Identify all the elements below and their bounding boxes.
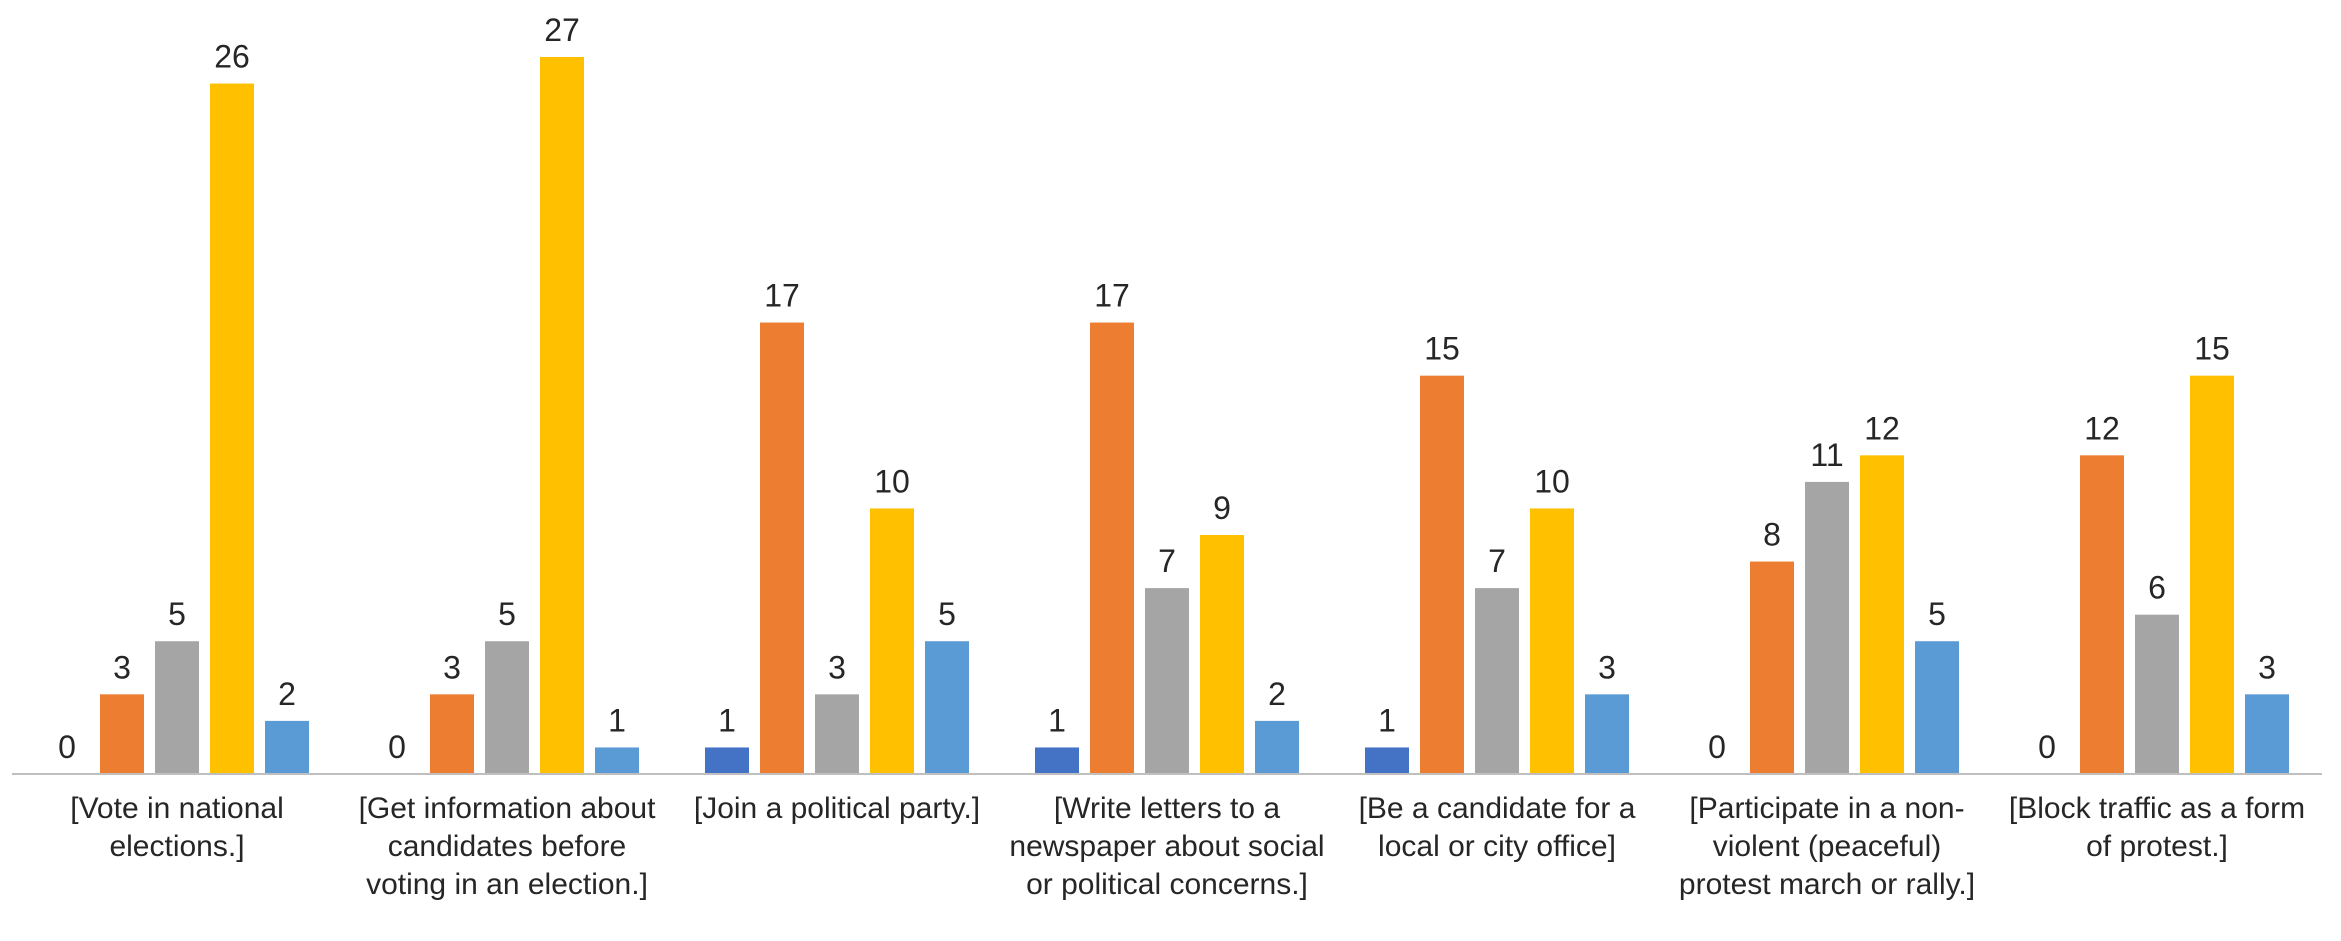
data-label: 3 (2258, 649, 2276, 685)
data-label: 10 (1534, 463, 1570, 499)
bar (1420, 375, 1464, 774)
bar (925, 641, 969, 774)
data-label: 9 (1213, 490, 1231, 526)
data-label: 0 (58, 729, 76, 765)
data-label: 0 (2038, 729, 2056, 765)
data-label: 10 (874, 463, 910, 499)
data-label: 2 (1268, 676, 1286, 712)
bar (815, 694, 859, 774)
data-label: 15 (2194, 331, 2230, 367)
bar (1200, 535, 1244, 774)
data-label: 3 (443, 649, 461, 685)
data-label: 1 (718, 702, 736, 738)
data-label: 3 (113, 649, 131, 685)
bar (1255, 720, 1299, 774)
data-label: 3 (1598, 649, 1616, 685)
bar (1860, 455, 1904, 774)
bar (2135, 614, 2179, 774)
data-label: 2 (278, 676, 296, 712)
data-label: 5 (498, 596, 516, 632)
data-label: 6 (2148, 570, 2166, 606)
x-tick-label: [Be a candidate for a local or city offi… (1358, 792, 1636, 863)
bar (1035, 747, 1079, 774)
bar (485, 641, 529, 774)
data-label: 5 (1928, 596, 1946, 632)
data-label: 17 (1094, 278, 1130, 314)
bar (1585, 694, 1629, 774)
bar (155, 641, 199, 774)
bar (2245, 694, 2289, 774)
x-tick-label: [Block traffic as a form of protest.] (2008, 792, 2306, 863)
data-label: 7 (1158, 543, 1176, 579)
data-label: 5 (938, 596, 956, 632)
data-label: 1 (608, 702, 626, 738)
data-label: 11 (1810, 437, 1843, 473)
data-label: 8 (1763, 517, 1781, 553)
data-label: 5 (168, 596, 186, 632)
data-label: 17 (764, 278, 800, 314)
data-label: 0 (1708, 729, 1726, 765)
bar (1090, 322, 1134, 774)
bar (1805, 481, 1849, 774)
bar (870, 508, 914, 774)
bar (1145, 588, 1189, 774)
bar (210, 83, 254, 775)
x-tick-label: [Join a political party.] (693, 792, 981, 825)
bar (1365, 747, 1409, 774)
bar (2190, 375, 2234, 774)
data-label: 3 (828, 649, 846, 685)
data-label: 15 (1424, 331, 1460, 367)
bar (1530, 508, 1574, 774)
bar (595, 747, 639, 774)
data-label: 27 (544, 12, 580, 48)
bar (100, 694, 144, 774)
bar (1915, 641, 1959, 774)
bar (265, 720, 309, 774)
data-label: 7 (1488, 543, 1506, 579)
x-tick-label: [Vote in national elections.] (70, 792, 284, 863)
bar (760, 322, 804, 774)
data-label: 1 (1048, 702, 1066, 738)
x-tick-label: [Participate in a non-violent (peaceful)… (1678, 792, 1976, 901)
data-label: 12 (2084, 410, 2120, 446)
data-label: 12 (1864, 410, 1900, 446)
bar (1750, 561, 1794, 774)
bar (430, 694, 474, 774)
bar (540, 57, 584, 774)
bar (705, 747, 749, 774)
bar (1475, 588, 1519, 774)
x-tick-label: [Get information about candidates before… (358, 792, 656, 901)
x-tick-label: [Write letters to a newspaper about soci… (1009, 792, 1325, 901)
data-label: 0 (388, 729, 406, 765)
data-label: 26 (214, 39, 250, 75)
data-label: 1 (1378, 702, 1396, 738)
bar (2080, 455, 2124, 774)
